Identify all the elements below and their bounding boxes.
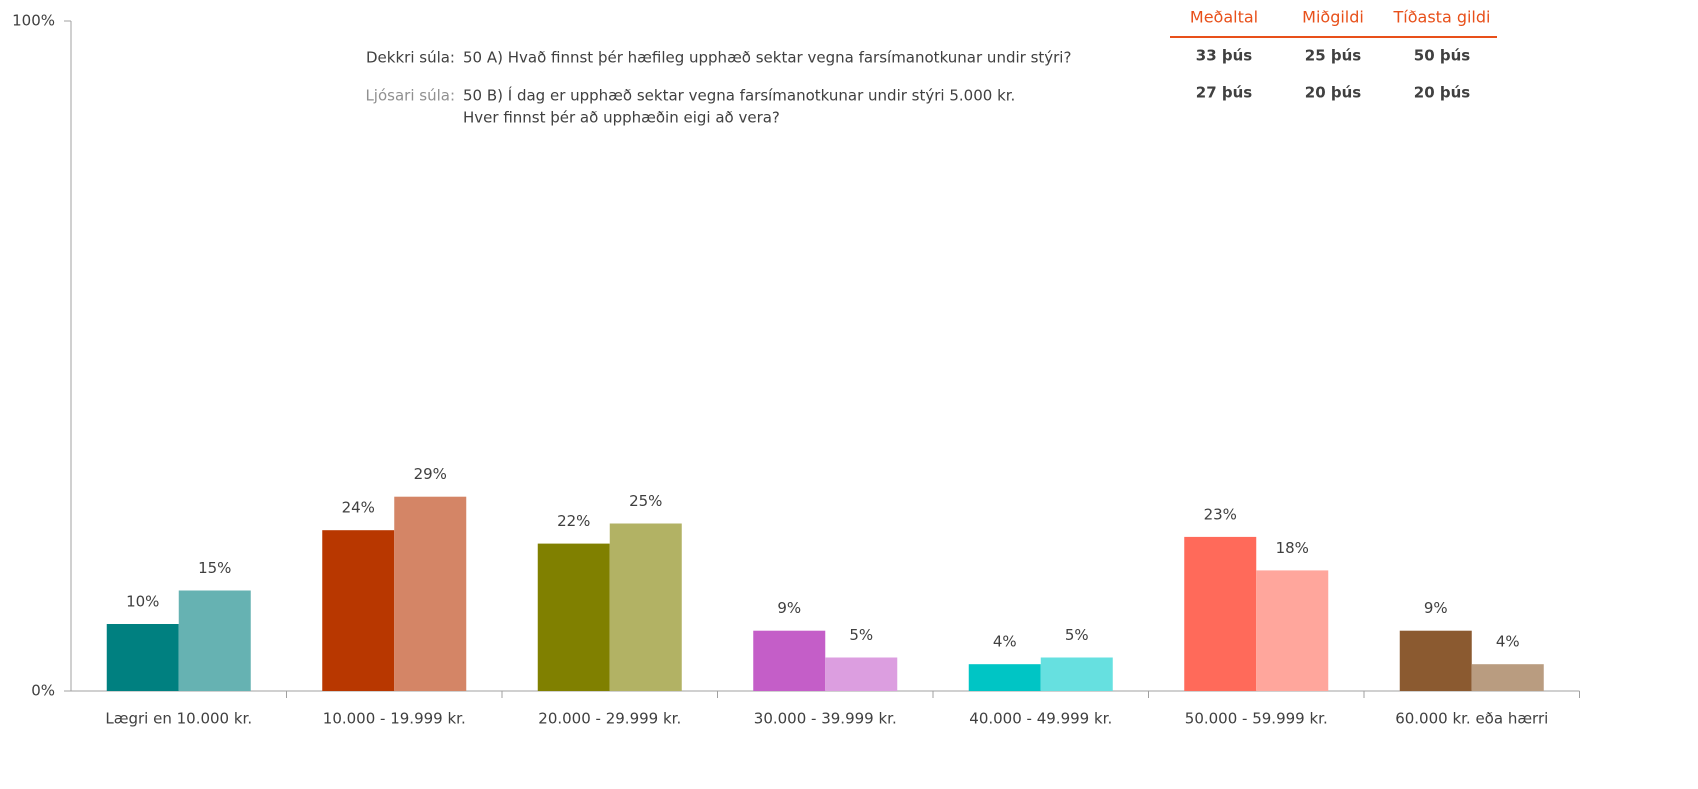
x-tick-label: Lægri en 10.000 kr.	[105, 710, 252, 728]
bar	[1471, 664, 1544, 691]
legend-question: 50 B) Í dag er upphæð sektar vegna farsí…	[463, 86, 1015, 105]
bar	[106, 624, 179, 691]
bar	[753, 630, 826, 691]
x-tick-label: 30.000 - 39.999 kr.	[754, 710, 897, 728]
legend-question: Hver finnst þér að upphæðin eigi að vera…	[463, 109, 780, 127]
x-tick-label: 50.000 - 59.999 kr.	[1185, 710, 1328, 728]
value-label: 9%	[1424, 599, 1448, 617]
table-cell: 20 þús	[1305, 84, 1362, 102]
value-label: 23%	[1204, 505, 1237, 523]
x-tick-label: 40.000 - 49.999 kr.	[969, 710, 1112, 728]
x-tick-label: 20.000 - 29.999 kr.	[538, 710, 681, 728]
bar	[1040, 657, 1113, 691]
table-cell: 27 þús	[1196, 84, 1253, 102]
value-label: 22%	[557, 512, 590, 530]
table-cell: 25 þús	[1305, 47, 1362, 65]
y-tick-label: 100%	[12, 12, 55, 30]
value-label: 18%	[1276, 539, 1309, 557]
legend-question: 50 A) Hvað finnst þér hæfileg upphæð sek…	[463, 49, 1071, 67]
table-cell: 20 þús	[1414, 84, 1471, 102]
value-label: 5%	[849, 626, 873, 644]
table-header: Meðaltal	[1190, 8, 1258, 27]
bar	[322, 530, 395, 691]
value-label: 10%	[126, 593, 159, 611]
legend-label: Ljósari súla:	[365, 87, 455, 105]
bar	[825, 657, 898, 691]
bar	[1399, 630, 1472, 691]
table-header: Miðgildi	[1302, 8, 1364, 27]
bar	[1184, 536, 1257, 691]
value-label: 4%	[1496, 633, 1520, 651]
bar	[178, 590, 251, 691]
x-tick-label: 10.000 - 19.999 kr.	[323, 710, 466, 728]
table-cell: 33 þús	[1196, 47, 1253, 65]
value-label: 24%	[342, 499, 375, 517]
bar	[537, 543, 610, 691]
legend-label: Dekkri súla:	[366, 49, 455, 67]
x-tick-label: 60.000 kr. eða hærri	[1395, 710, 1548, 728]
bar	[968, 664, 1041, 691]
table-cell: 50 þús	[1414, 47, 1471, 65]
value-label: 25%	[629, 492, 662, 510]
bar	[394, 496, 467, 691]
table-header: Tíðasta gildi	[1393, 8, 1491, 27]
value-label: 9%	[777, 599, 801, 617]
bar	[609, 523, 682, 691]
value-label: 5%	[1065, 626, 1089, 644]
value-label: 29%	[414, 465, 447, 483]
value-label: 4%	[993, 633, 1017, 651]
bar	[1256, 570, 1329, 691]
value-label: 15%	[198, 559, 231, 577]
y-tick-label: 0%	[31, 682, 55, 700]
